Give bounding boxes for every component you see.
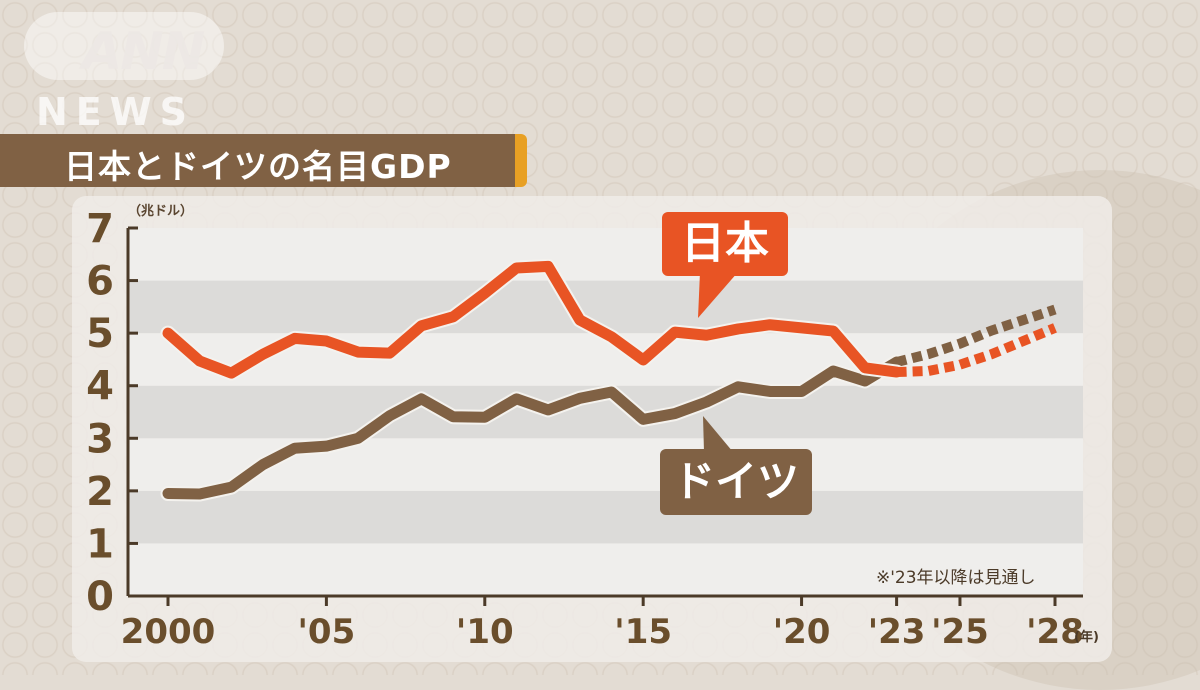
gdp-line-chart: 0 1 2 3 4 5 6 7 2000 '05 '10 '15 '20 '23'25 '28	[86, 206, 1084, 652]
y-tick-label: 4	[86, 364, 114, 410]
y-tick-label: 1	[86, 521, 114, 567]
x-tick-label: '23	[868, 612, 926, 652]
x-tick-label: '28	[1026, 612, 1084, 652]
y-axis-unit: （兆ドル）	[128, 204, 194, 219]
japan-line	[162, 260, 903, 379]
logo-ann-text: ANN	[82, 22, 205, 82]
grid-band	[128, 543, 1083, 596]
x-tick-label: '15	[614, 612, 672, 652]
y-tick-label: 2	[86, 469, 114, 515]
chart-title: 日本とドイツの名目GDP	[64, 147, 452, 186]
title-bar: 日本とドイツの名目GDP	[0, 134, 527, 187]
x-tick-label: 2000	[121, 612, 216, 652]
grid-band	[128, 490, 1083, 544]
japan-label-bubble: 日本	[662, 212, 788, 276]
forecast-note: ※'23年以降は見通し	[876, 568, 1036, 588]
japan-forecast-line	[896, 323, 1057, 378]
x-tick-label: '05	[298, 612, 356, 652]
y-tick-label: 3	[86, 416, 114, 462]
germany-forecast-line	[895, 304, 1057, 367]
grid-band	[128, 228, 1083, 281]
germany-label-bubble: ドイツ	[660, 449, 812, 515]
x-tick-label: '20	[773, 612, 831, 652]
germany-bubble-tail	[703, 416, 733, 452]
ann-logo: ANN	[24, 12, 224, 82]
x-axis-unit: (年)	[1074, 630, 1099, 645]
germany-line	[162, 356, 903, 500]
grid-band	[128, 280, 1083, 334]
x-tick-label: '10	[456, 612, 514, 652]
y-tick-label: 5	[86, 311, 114, 357]
y-tick-label: 7	[86, 206, 114, 252]
logo-news-text: NEWS	[36, 90, 196, 134]
x-tick-label: '25	[931, 612, 989, 652]
japan-bubble-tail	[698, 272, 738, 318]
y-tick-label: 0	[86, 574, 114, 620]
y-tick-label: 6	[86, 259, 114, 305]
